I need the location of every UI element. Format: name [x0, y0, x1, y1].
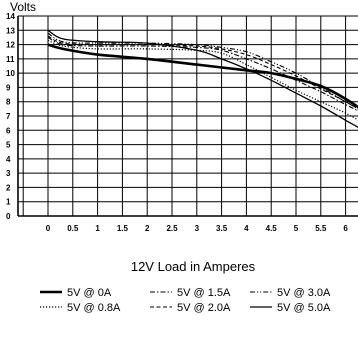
x-tick-label: 1.5 [117, 224, 129, 233]
y-tick-label: 14 [6, 12, 15, 21]
y-tick-label: 7 [6, 112, 11, 121]
x-tick-label: 0 [46, 224, 51, 233]
y-tick-label: 0 [6, 212, 11, 221]
series-line-1 [47, 43, 358, 109]
y-tick-label: 9 [6, 83, 11, 92]
series-line-5 [47, 32, 358, 110]
legend-item: 5V @ 0.8A [40, 302, 121, 314]
y-tick-label: 11 [6, 55, 15, 64]
y-tick-label: 10 [6, 69, 15, 78]
legend-label: 5V @ 5.0A [277, 302, 331, 314]
series-line-6 [47, 29, 358, 128]
legend-item: 5V @ 5.0A [250, 302, 331, 314]
y-tick-label: 3 [6, 169, 11, 178]
legend-label: 5V @ 2.0A [177, 302, 231, 314]
x-tick-label: 2.5 [166, 224, 178, 233]
x-axis-title: 12V Load in Amperes [131, 259, 256, 274]
legend-item: 5V @ 1.5A [150, 287, 231, 299]
legend-label: 5V @ 3.0A [277, 287, 331, 299]
y-tick-label: 12 [6, 41, 15, 50]
legend: 5V @ 0A 5V @ 0.8A 5V @ 1.5A 5V @ 2.0A 5V @ 3… [40, 287, 331, 314]
x-tick-label: 6 [343, 224, 348, 233]
legend-label: 5V @ 0.8A [67, 302, 121, 314]
y-axis-title: Volts [10, 0, 36, 14]
legend-item: 5V @ 0A [40, 287, 112, 299]
x-tick-label: 5 [294, 224, 299, 233]
y-tick-label: 1 [6, 198, 11, 207]
legend-label: 5V @ 1.5A [177, 287, 231, 299]
y-tick-label: 4 [6, 155, 11, 164]
x-tick-labels: 00.511.522.533.544.555.566.5 [46, 224, 349, 233]
legend-label: 5V @ 0A [67, 287, 112, 299]
plot-lines [47, 29, 358, 128]
chart-grid [17, 15, 358, 217]
legend-item: 5V @ 2.0A [150, 302, 231, 314]
x-tick-label: 4 [244, 224, 249, 233]
x-tick-label: 1 [95, 224, 100, 233]
legend-item: 5V @ 3.0A [250, 287, 331, 299]
x-tick-label: 4.5 [266, 224, 278, 233]
x-tick-label: 3 [195, 224, 200, 233]
y-tick-label: 13 [6, 26, 15, 35]
series-line-2 [47, 39, 358, 121]
y-tick-label: 2 [6, 183, 11, 192]
y-tick-label: 6 [6, 126, 11, 135]
series-line-3 [47, 36, 358, 112]
x-tick-label: 5.5 [315, 224, 327, 233]
y-tick-label: 8 [6, 98, 11, 107]
y-tick-label: 5 [6, 141, 11, 150]
x-tick-label: 0.5 [67, 224, 79, 233]
x-tick-label: 3.5 [216, 224, 228, 233]
x-tick-label: 2 [145, 224, 150, 233]
